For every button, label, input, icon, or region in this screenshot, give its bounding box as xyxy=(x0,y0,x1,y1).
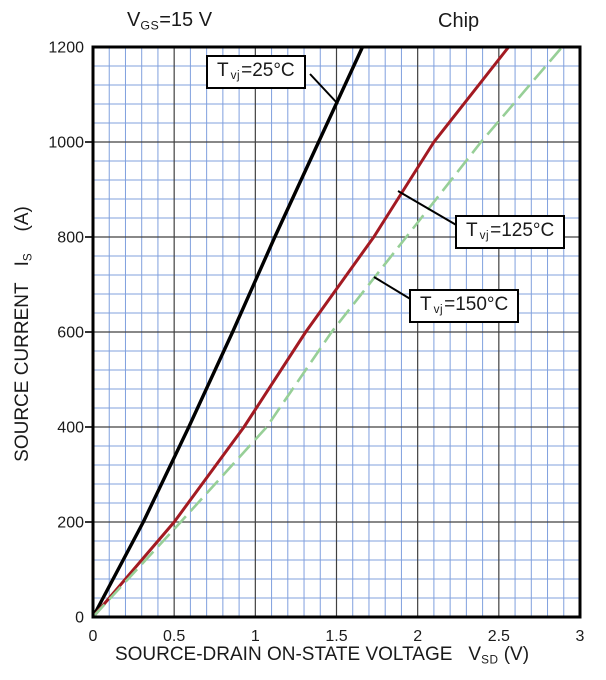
x-tick-label: 3 xyxy=(576,628,585,645)
x-tick-label: 0.5 xyxy=(163,628,185,645)
x-tick-label: 2 xyxy=(413,628,422,645)
x-axis-unit: (V) xyxy=(498,644,530,665)
annotation-value: =25°C xyxy=(241,60,295,81)
vgs-value: =15 V xyxy=(159,9,213,31)
annotation-symbol: T xyxy=(466,220,478,241)
annotation-symbol: T xyxy=(420,294,432,315)
vgs-subscript: GS xyxy=(140,18,160,33)
y-tick-label: 800 xyxy=(57,230,84,247)
y-tick-label: 0 xyxy=(75,610,84,627)
annotation-value: =125°C xyxy=(490,220,555,241)
y-axis-title: SOURCE CURRENT IS (A) xyxy=(12,49,36,619)
x-tick-label: 2.5 xyxy=(488,628,510,645)
gate-voltage-condition-label: VGS=15 V xyxy=(127,9,212,32)
y-axis-unit: (A) xyxy=(12,206,33,237)
y-tick-label: 1200 xyxy=(48,40,84,57)
vsd-subscript: SD xyxy=(481,653,499,667)
x-axis-title-text: SOURCE-DRAIN ON-STATE VOLTAGE xyxy=(114,644,453,665)
y-tick-label: 600 xyxy=(57,325,84,342)
is-symbol: I xyxy=(12,261,33,267)
annotation-subscript: vj xyxy=(479,229,490,243)
annotation-subscript: vj xyxy=(433,303,444,317)
y-tick-label: 200 xyxy=(57,515,84,532)
x-tick-label: 1 xyxy=(251,628,260,645)
vsd-symbol: V xyxy=(468,644,482,665)
annotation-symbol: T xyxy=(217,60,229,81)
vgs-symbol: V xyxy=(127,9,141,31)
y-tick-label: 400 xyxy=(57,420,84,437)
y-tick-label: 1000 xyxy=(48,135,84,152)
is-subscript: S xyxy=(21,252,35,262)
x-tick-label: 0 xyxy=(89,628,98,645)
y-axis-title-text: SOURCE CURRENT xyxy=(12,282,33,462)
chip-label: Chip xyxy=(438,10,480,32)
x-axis-title: SOURCE-DRAIN ON-STATE VOLTAGE VSD (V) xyxy=(115,644,529,666)
annotation-subscript: vj xyxy=(230,69,241,83)
annotation-value: =150°C xyxy=(444,294,509,315)
x-tick-label: 1.5 xyxy=(325,628,347,645)
